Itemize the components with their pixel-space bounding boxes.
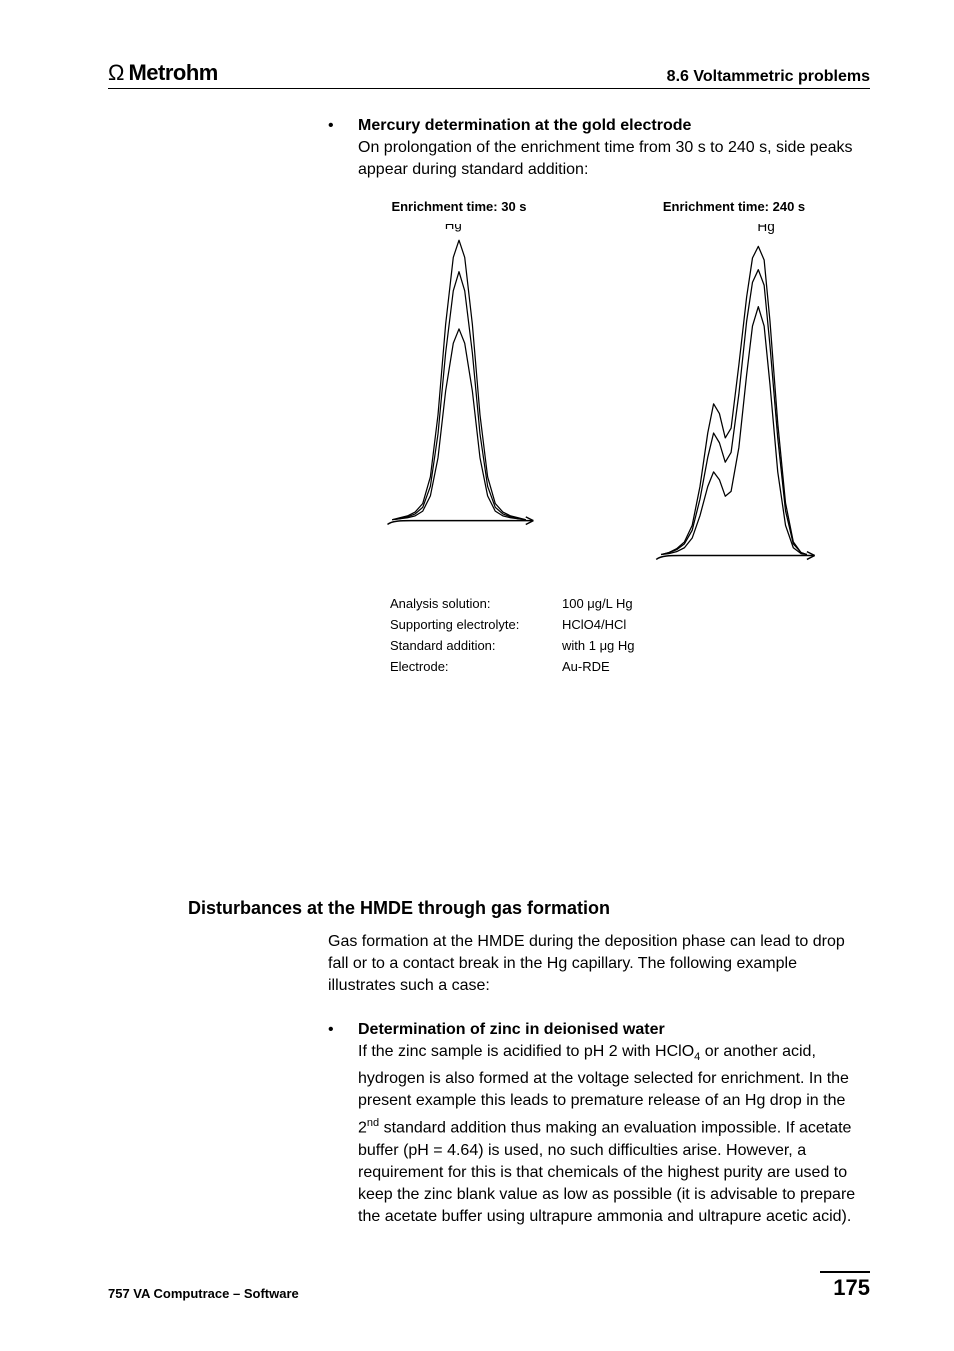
page-number: 175: [820, 1271, 870, 1301]
logo-omega-icon: Ω: [108, 60, 124, 86]
param-value: with 1 μg Hg: [562, 636, 635, 655]
voltammogram-right: Hg: [649, 224, 819, 574]
param-label: Standard addition:: [390, 636, 560, 655]
page-footer: 757 VA Computrace – Software 175: [108, 1271, 870, 1301]
bullet-icon: •: [328, 1019, 358, 1228]
page: Ω Metrohm 8.6 Voltammetric problems • Me…: [0, 0, 954, 1351]
hmde-intro: Gas formation at the HMDE during the dep…: [328, 931, 870, 997]
content-area: • Mercury determination at the gold elec…: [108, 89, 870, 1228]
hmde-heading: Disturbances at the HMDE through gas for…: [188, 898, 870, 919]
zinc-text-p3: standard addition thus making an evaluat…: [358, 1120, 855, 1225]
section-label: 8.6 Voltammetric problems: [667, 68, 870, 86]
svg-text:Hg: Hg: [757, 224, 774, 234]
charts-row: Enrichment time: 30 s Hg Enrichment time…: [328, 199, 870, 574]
zinc-body: Determination of zinc in deionised water…: [358, 1019, 870, 1228]
zinc-heading: Determination of zinc in deionised water: [358, 1019, 870, 1041]
param-label: Electrode:: [390, 657, 560, 676]
param-row: Electrode:Au-RDE: [390, 657, 635, 676]
bullet-icon: •: [328, 115, 358, 181]
param-value: 100 μg/L Hg: [562, 594, 635, 613]
footer-product: 757 VA Computrace – Software: [108, 1286, 299, 1301]
chart-left-title: Enrichment time: 30 s: [391, 199, 526, 214]
chart-left-col: Enrichment time: 30 s Hg: [379, 199, 539, 574]
zinc-bullet: • Determination of zinc in deionised wat…: [328, 1019, 870, 1228]
analysis-params-table: Analysis solution:100 μg/L HgSupporting …: [388, 592, 637, 678]
param-value: HClO4/HCl: [562, 615, 635, 634]
brand-logo: Ω Metrohm: [108, 60, 218, 86]
zinc-sup1: nd: [367, 1117, 379, 1129]
page-header: Ω Metrohm 8.6 Voltammetric problems: [108, 60, 870, 89]
mercury-bullet: • Mercury determination at the gold elec…: [328, 115, 870, 181]
zinc-para: If the zinc sample is acidified to pH 2 …: [358, 1041, 870, 1228]
zinc-text-p1: If the zinc sample is acidified to pH 2 …: [358, 1043, 694, 1060]
param-label: Analysis solution:: [390, 594, 560, 613]
logo-text: Metrohm: [128, 60, 217, 86]
param-row: Supporting electrolyte:HClO4/HCl: [390, 615, 635, 634]
param-value: Au-RDE: [562, 657, 635, 676]
chart-right-title: Enrichment time: 240 s: [663, 199, 805, 214]
mercury-body: Mercury determination at the gold electr…: [358, 115, 870, 181]
chart-right-col: Enrichment time: 240 s Hg: [649, 199, 819, 574]
mercury-para: On prolongation of the enrichment time f…: [358, 137, 870, 181]
mercury-heading: Mercury determination at the gold electr…: [358, 115, 870, 137]
svg-text:Hg: Hg: [445, 224, 462, 232]
param-row: Standard addition:with 1 μg Hg: [390, 636, 635, 655]
param-row: Analysis solution:100 μg/L Hg: [390, 594, 635, 613]
param-label: Supporting electrolyte:: [390, 615, 560, 634]
voltammogram-left: Hg: [379, 224, 539, 534]
